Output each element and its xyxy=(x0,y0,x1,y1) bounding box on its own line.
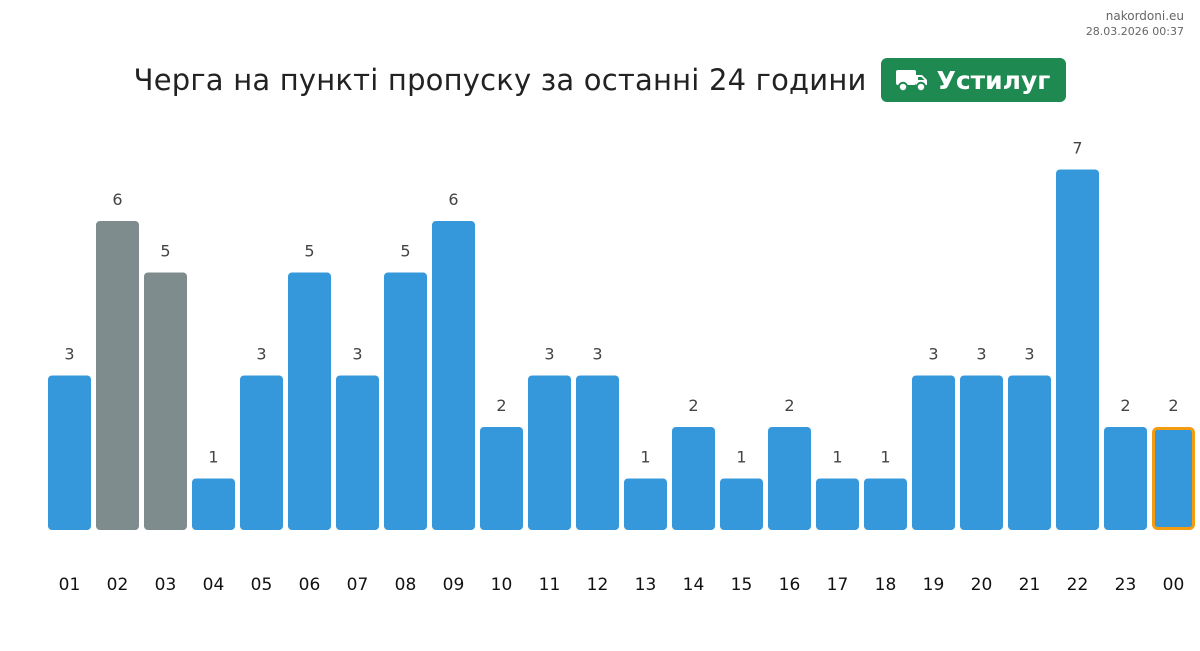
bar-value-label-07: 3 xyxy=(352,345,362,364)
bar-10 xyxy=(480,427,523,530)
bar-01 xyxy=(48,375,91,530)
x-tick-18: 18 xyxy=(875,575,897,595)
x-tick-08: 08 xyxy=(395,575,417,595)
x-tick-04: 04 xyxy=(203,575,225,595)
bar-value-label-23: 2 xyxy=(1120,396,1130,415)
meta-info: nakordoni.eu 28.03.2026 00:37 xyxy=(1086,9,1184,39)
x-tick-14: 14 xyxy=(683,575,705,595)
x-tick-19: 19 xyxy=(923,575,945,595)
bar-15 xyxy=(720,478,763,530)
x-tick-10: 10 xyxy=(491,575,513,595)
bar-value-label-10: 2 xyxy=(496,396,506,415)
x-tick-20: 20 xyxy=(971,575,993,595)
bar-00 xyxy=(1152,427,1195,530)
bar-value-label-06: 5 xyxy=(304,242,314,261)
bar-value-label-03: 5 xyxy=(160,242,170,261)
bar-05 xyxy=(240,375,283,530)
bar-value-label-05: 3 xyxy=(256,345,266,364)
bar-09 xyxy=(432,221,475,530)
bar-value-label-19: 3 xyxy=(928,345,938,364)
timestamp: 28.03.2026 00:37 xyxy=(1085,25,1184,38)
badge-label: Устилуг xyxy=(936,65,1051,95)
bar-16 xyxy=(768,427,811,530)
bar-13 xyxy=(624,478,667,530)
bar-value-label-04: 1 xyxy=(208,448,218,467)
bar-07 xyxy=(336,375,379,530)
bar-value-label-22: 7 xyxy=(1072,139,1082,158)
x-tick-01: 01 xyxy=(59,575,81,595)
bar-18 xyxy=(864,478,907,530)
bar-value-label-09: 6 xyxy=(448,190,458,209)
x-tick-22: 22 xyxy=(1067,575,1089,595)
bar-value-label-15: 1 xyxy=(736,448,746,467)
x-tick-02: 02 xyxy=(107,575,129,595)
x-tick-21: 21 xyxy=(1019,575,1041,595)
bar-21 xyxy=(1008,375,1051,530)
bar-value-label-18: 1 xyxy=(880,448,890,467)
x-tick-06: 06 xyxy=(299,575,321,595)
truck-icon xyxy=(895,70,927,93)
x-tick-03: 03 xyxy=(155,575,177,595)
bar-value-label-12: 3 xyxy=(592,345,602,364)
bar-value-label-16: 2 xyxy=(784,396,794,415)
bar-12 xyxy=(576,375,619,530)
bar-14 xyxy=(672,427,715,530)
bar-value-label-17: 1 xyxy=(832,448,842,467)
x-tick-12: 12 xyxy=(587,575,609,595)
bar-03 xyxy=(144,272,187,530)
bar-value-label-00: 2 xyxy=(1168,396,1178,415)
x-tick-07: 07 xyxy=(347,575,369,595)
x-tick-16: 16 xyxy=(779,575,801,595)
bar-value-label-11: 3 xyxy=(544,345,554,364)
border-crossing-badge: Устилуг xyxy=(880,58,1067,102)
x-tick-09: 09 xyxy=(443,575,465,595)
bar-08 xyxy=(384,272,427,530)
bar-23 xyxy=(1104,427,1147,530)
x-tick-13: 13 xyxy=(635,575,657,595)
bar-value-label-01: 3 xyxy=(64,345,74,364)
bar-19 xyxy=(912,375,955,530)
bar-value-label-14: 2 xyxy=(688,396,698,415)
x-tick-23: 23 xyxy=(1115,575,1137,595)
bar-value-label-08: 5 xyxy=(400,242,410,261)
site-name: nakordoni.eu xyxy=(1105,9,1184,23)
bar-value-label-02: 6 xyxy=(112,190,122,209)
x-tick-11: 11 xyxy=(539,575,561,595)
bar-06 xyxy=(288,272,331,530)
bar-22 xyxy=(1056,169,1099,530)
x-tick-05: 05 xyxy=(251,575,273,595)
chart-title: Черга на пункті пропуску за останні 24 г… xyxy=(133,63,867,97)
bar-20 xyxy=(960,375,1003,530)
bar-value-label-21: 3 xyxy=(1024,345,1034,364)
x-tick-17: 17 xyxy=(827,575,849,595)
bar-value-label-20: 3 xyxy=(976,345,986,364)
chart-header: Черга на пункті пропуску за останні 24 г… xyxy=(0,58,1200,102)
bar-17 xyxy=(816,478,859,530)
x-tick-15: 15 xyxy=(731,575,753,595)
bar-value-label-13: 1 xyxy=(640,448,650,467)
bar-11 xyxy=(528,375,571,530)
bar-02 xyxy=(96,221,139,530)
x-tick-00: 00 xyxy=(1163,575,1185,595)
bar-04 xyxy=(192,478,235,530)
